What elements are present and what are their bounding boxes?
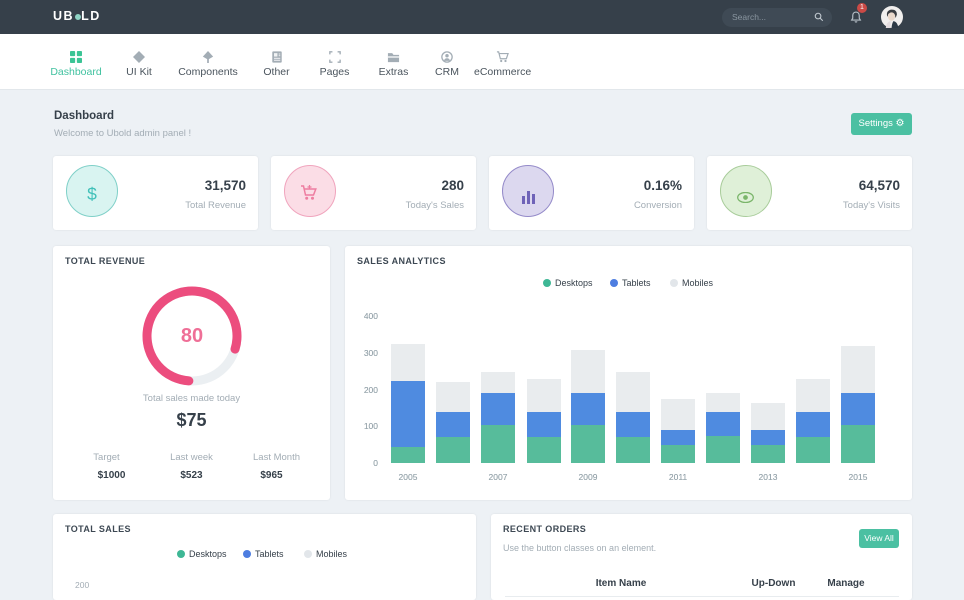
svg-text:80: 80 bbox=[181, 325, 203, 347]
svg-text:$: $ bbox=[87, 184, 97, 204]
